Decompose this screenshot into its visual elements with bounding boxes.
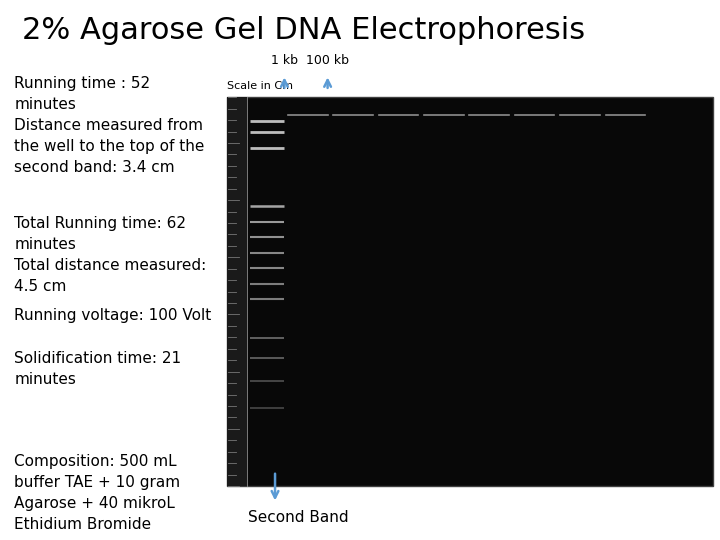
Text: Running time : 52
minutes
Distance measured from
the well to the top of the
seco: Running time : 52 minutes Distance measu… <box>14 76 204 174</box>
Text: Total Running time: 62
minutes
Total distance measured:
4.5 cm: Total Running time: 62 minutes Total dis… <box>14 216 207 294</box>
Text: Composition: 500 mL
buffer TAE + 10 gram
Agarose + 40 mikroL
Ethidium Bromide: Composition: 500 mL buffer TAE + 10 gram… <box>14 454 181 531</box>
Bar <box>227 97 247 486</box>
Text: 2% Agarose Gel DNA Electrophoresis: 2% Agarose Gel DNA Electrophoresis <box>22 16 585 45</box>
Text: 100 kb: 100 kb <box>306 55 349 68</box>
Text: Solidification time: 21
minutes: Solidification time: 21 minutes <box>14 351 181 387</box>
Bar <box>227 97 713 486</box>
Text: Second Band: Second Band <box>248 510 349 525</box>
Text: Scale in Cm: Scale in Cm <box>227 82 293 91</box>
Text: Running voltage: 100 Volt: Running voltage: 100 Volt <box>14 308 212 323</box>
Text: 1 kb: 1 kb <box>271 55 298 68</box>
